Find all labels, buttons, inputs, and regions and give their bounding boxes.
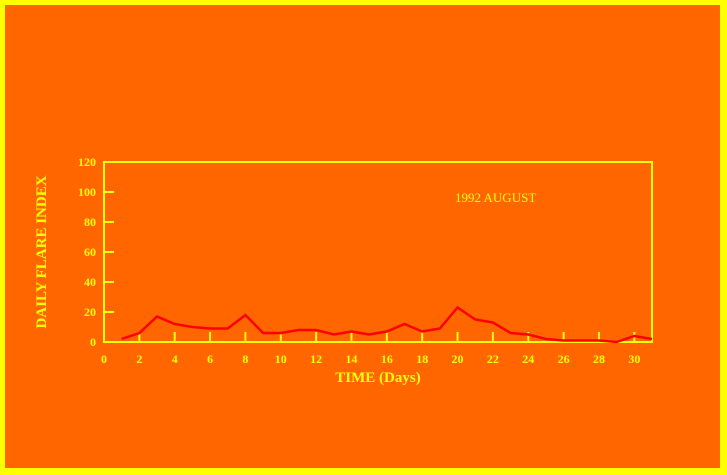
x-tick-label: 10 [275,352,287,366]
plot-frame [103,161,653,343]
y-tick-label: 120 [78,155,96,169]
x-axis-label: TIME (Days) [335,370,420,386]
chart-annotation: 1992 AUGUST [455,190,536,205]
y-axis-label: DAILY FLARE INDEX [34,175,50,328]
y-tick-label: 40 [84,275,96,289]
y-tick-label: 100 [78,185,96,199]
x-tick-label: 6 [207,352,213,366]
x-tick-label: 20 [452,352,464,366]
x-tick-label: 12 [310,352,322,366]
x-tick-label: 0 [101,352,107,366]
y-tick-label: 0 [90,335,96,349]
x-tick-label: 4 [172,352,178,366]
x-tick-label: 2 [136,352,142,366]
x-tick-label: 16 [381,352,393,366]
y-tick-label: 20 [84,305,96,319]
x-tick-label: 28 [593,352,605,366]
x-tick-label: 26 [558,352,570,366]
chart-panel [5,5,720,468]
y-tick-label: 60 [84,245,96,259]
x-tick-label: 8 [242,352,248,366]
x-tick-label: 24 [522,352,534,366]
x-tick-label: 22 [487,352,499,366]
x-tick-label: 18 [416,352,428,366]
y-tick-label: 80 [84,215,96,229]
x-tick-label: 30 [628,352,640,366]
x-tick-label: 14 [345,352,357,366]
series-line [121,305,653,344]
